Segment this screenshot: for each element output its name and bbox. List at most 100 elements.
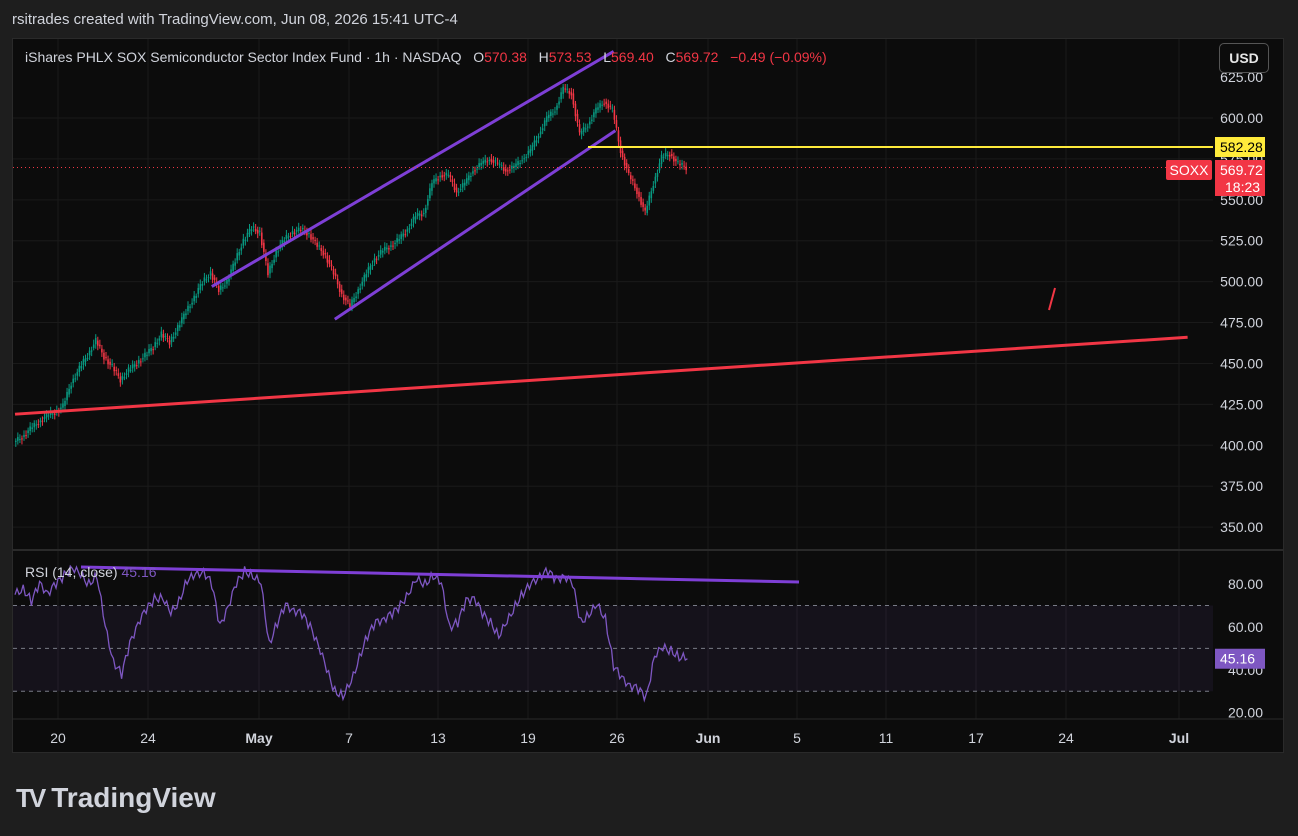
candle-body (457, 191, 460, 193)
chart-frame[interactable]: 600.00 575.00 550.00 525.00 500.00 475.00 450.… (12, 38, 1284, 753)
candle-body (406, 229, 409, 232)
candle-body (453, 183, 456, 190)
candle-body (306, 231, 308, 236)
price-axis-tick-partial: 625.00 (1220, 69, 1263, 85)
candle-body (68, 388, 70, 395)
time-axis-tick: 26 (609, 730, 625, 746)
candle-body (261, 232, 263, 246)
candle-body (623, 156, 626, 166)
open-value: 570.38 (484, 49, 527, 65)
candle-body (666, 155, 669, 157)
candle-body (146, 354, 148, 356)
candle-body (404, 234, 407, 236)
open-label: O (473, 49, 485, 65)
candle-body (181, 317, 183, 324)
support-trendline (14, 335, 1188, 416)
candle-body (642, 202, 644, 207)
time-axis-tick: Jun (696, 730, 721, 746)
candle-body (135, 365, 138, 367)
chart-canvas[interactable]: 600.00575.00550.00525.00500.00475.00450.… (13, 39, 1284, 753)
candle-body (228, 278, 230, 282)
candle-body (504, 168, 507, 172)
candle-body (21, 438, 23, 440)
candle-body (494, 160, 497, 162)
currency-button[interactable]: USD (1219, 43, 1269, 73)
candle-body (316, 242, 318, 247)
candle-body (492, 160, 495, 164)
price-axis-tick: 500.00 (1220, 274, 1263, 290)
candle-body (197, 287, 200, 294)
candle-body (318, 245, 320, 247)
rsi-label: RSI (14, close) (25, 564, 118, 580)
candle-body (250, 229, 253, 231)
candle-body (488, 159, 491, 161)
candle-body (244, 239, 247, 241)
candle-body (84, 358, 87, 362)
candle-body (394, 242, 396, 245)
candle-body (277, 251, 279, 253)
candle-body (271, 263, 273, 269)
candle-body (113, 366, 115, 372)
candle-body (560, 92, 562, 100)
time-axis-tick: 24 (1058, 730, 1074, 746)
price-axis-tick: 350.00 (1220, 519, 1263, 535)
candle-body (644, 207, 646, 211)
annotation-marker (1048, 287, 1056, 311)
candle-body (490, 158, 493, 162)
candle-body (90, 350, 93, 352)
candle-body (99, 344, 101, 347)
candle-body (248, 228, 251, 235)
candle-body (410, 223, 413, 227)
candle-body (455, 187, 458, 193)
candle-body (330, 264, 333, 267)
candle-body (246, 232, 249, 238)
candle-body (70, 385, 72, 389)
candle-body (632, 179, 634, 181)
candle-body (328, 259, 331, 265)
candle-body (420, 214, 423, 217)
candle-body (650, 191, 653, 199)
candle-body (675, 158, 677, 162)
candle-body (640, 196, 642, 205)
symbol-badge (1166, 160, 1212, 180)
candle-body (656, 172, 659, 177)
candle-body (265, 253, 267, 262)
candle-body (150, 348, 152, 352)
candle-body (658, 163, 661, 171)
candle-body (660, 154, 663, 164)
candle-body (252, 226, 255, 228)
candle-body (185, 313, 187, 316)
candle-body (605, 101, 607, 105)
candle-body (94, 337, 97, 345)
candle-body (476, 168, 478, 170)
candle-body (242, 238, 245, 246)
candle-body (115, 370, 118, 372)
candle-body (529, 149, 532, 153)
candle-body (119, 376, 122, 383)
candle-body (47, 415, 50, 417)
candle-body (31, 427, 33, 429)
candle-body (310, 234, 312, 240)
candle-body (133, 364, 136, 367)
time-axis-tick: May (245, 730, 272, 746)
close-label: C (665, 49, 676, 65)
candle-body (480, 162, 482, 166)
candle-body (609, 105, 612, 107)
candle-body (45, 413, 48, 418)
candle-body (88, 350, 91, 356)
candle-body (621, 150, 624, 158)
tradingview-logo: TV TradingView (16, 782, 216, 814)
candle-body (416, 213, 419, 217)
candle-body (541, 128, 544, 131)
candle-body (166, 338, 169, 340)
candle-body (234, 262, 236, 266)
candle-body (205, 279, 208, 281)
time-axis-tick: Jul (1169, 730, 1189, 746)
candle-body (230, 269, 232, 277)
candle-body (60, 407, 62, 410)
candle-body (209, 271, 212, 276)
candle-body (121, 376, 124, 380)
candle-body (431, 183, 433, 191)
candle-body (396, 238, 398, 243)
candle-body (105, 356, 107, 359)
